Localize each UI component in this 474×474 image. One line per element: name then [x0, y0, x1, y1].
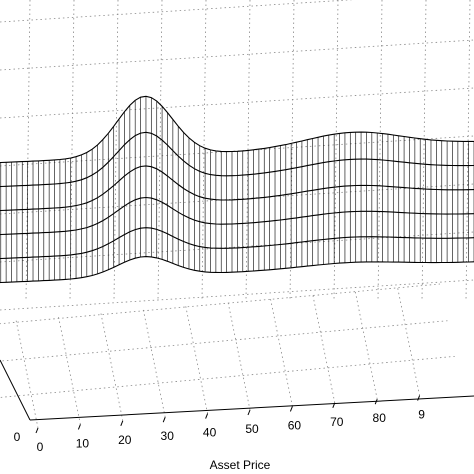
x-tick-mark — [332, 402, 336, 408]
x-tick-labels: 0 10 20 30 40 50 60 70 80 9 — [37, 408, 426, 454]
x-tick-label: 20 — [118, 433, 132, 447]
x-tick-label: 60 — [288, 418, 302, 432]
floor-grid-line — [0, 355, 455, 398]
back-grid — [0, 0, 474, 311]
x-tick-mark — [289, 406, 293, 412]
x-tick-label: 30 — [161, 429, 175, 443]
back-grid-hline — [0, 87, 474, 119]
x-tick-mark — [417, 395, 421, 401]
floor-grid-line — [142, 309, 166, 418]
back-grid-vline — [69, 0, 75, 301]
back-grid-vline — [113, 0, 119, 301]
left-axis-line — [0, 359, 31, 421]
x-tick-mark — [120, 420, 124, 426]
x-axis-line — [29, 395, 474, 421]
x-tick-label: 50 — [245, 422, 259, 436]
surface-row-line — [0, 256, 474, 284]
left-axis-tick-label: 0 — [14, 430, 21, 444]
x-tick-label: 70 — [330, 415, 344, 429]
back-grid-vline — [377, 0, 383, 301]
x-tick-mark — [77, 424, 81, 430]
x-tick-mark — [374, 399, 378, 405]
x-tick-label: 0 — [37, 440, 44, 454]
x-axis-title: Asset Price — [210, 458, 271, 472]
floor-grid-line — [0, 283, 441, 325]
floor-grid-line — [312, 294, 336, 403]
floor-grid-line — [185, 305, 208, 414]
x-tick-label: 10 — [76, 436, 90, 450]
floor-grid-line — [270, 298, 293, 407]
back-grid-vline — [25, 0, 31, 301]
x-tick-label: 80 — [373, 411, 387, 425]
x-tick-mark — [205, 413, 209, 419]
surface-row-line — [0, 196, 474, 236]
floor-grid-line — [15, 319, 39, 429]
back-grid-vline — [245, 0, 251, 301]
surface-row-line — [0, 227, 474, 260]
back-grid-hline — [0, 231, 474, 263]
back-grid-vline — [289, 0, 295, 301]
surface-row-line — [0, 131, 474, 188]
floor-grid-line — [397, 287, 420, 396]
floor-grid-line — [58, 316, 81, 425]
back-grid-hline — [0, 0, 354, 23]
floor-grid-line — [0, 320, 448, 362]
floor-grid-line — [100, 312, 124, 421]
back-grid-hline — [0, 279, 474, 311]
back-grid-vline — [421, 0, 427, 301]
floor-grid — [0, 283, 455, 429]
x-tick-mark — [162, 417, 166, 423]
back-grid-hline — [0, 39, 474, 71]
back-grid-vline — [201, 0, 207, 301]
axes — [0, 359, 474, 434]
x-tick-mark — [35, 427, 39, 434]
back-grid-vline — [465, 0, 471, 301]
x-tick-label: 9 — [418, 408, 425, 422]
surface-mesh — [0, 95, 474, 284]
back-grid-vline — [333, 0, 339, 301]
x-tick-label: 40 — [203, 426, 217, 440]
x-tick-mark — [247, 409, 251, 416]
floor-grid-line — [354, 291, 378, 400]
surface-row-line — [0, 165, 474, 212]
surface-row-line — [0, 95, 474, 164]
floor-grid-line — [227, 301, 251, 411]
back-grid-vline — [157, 0, 163, 301]
